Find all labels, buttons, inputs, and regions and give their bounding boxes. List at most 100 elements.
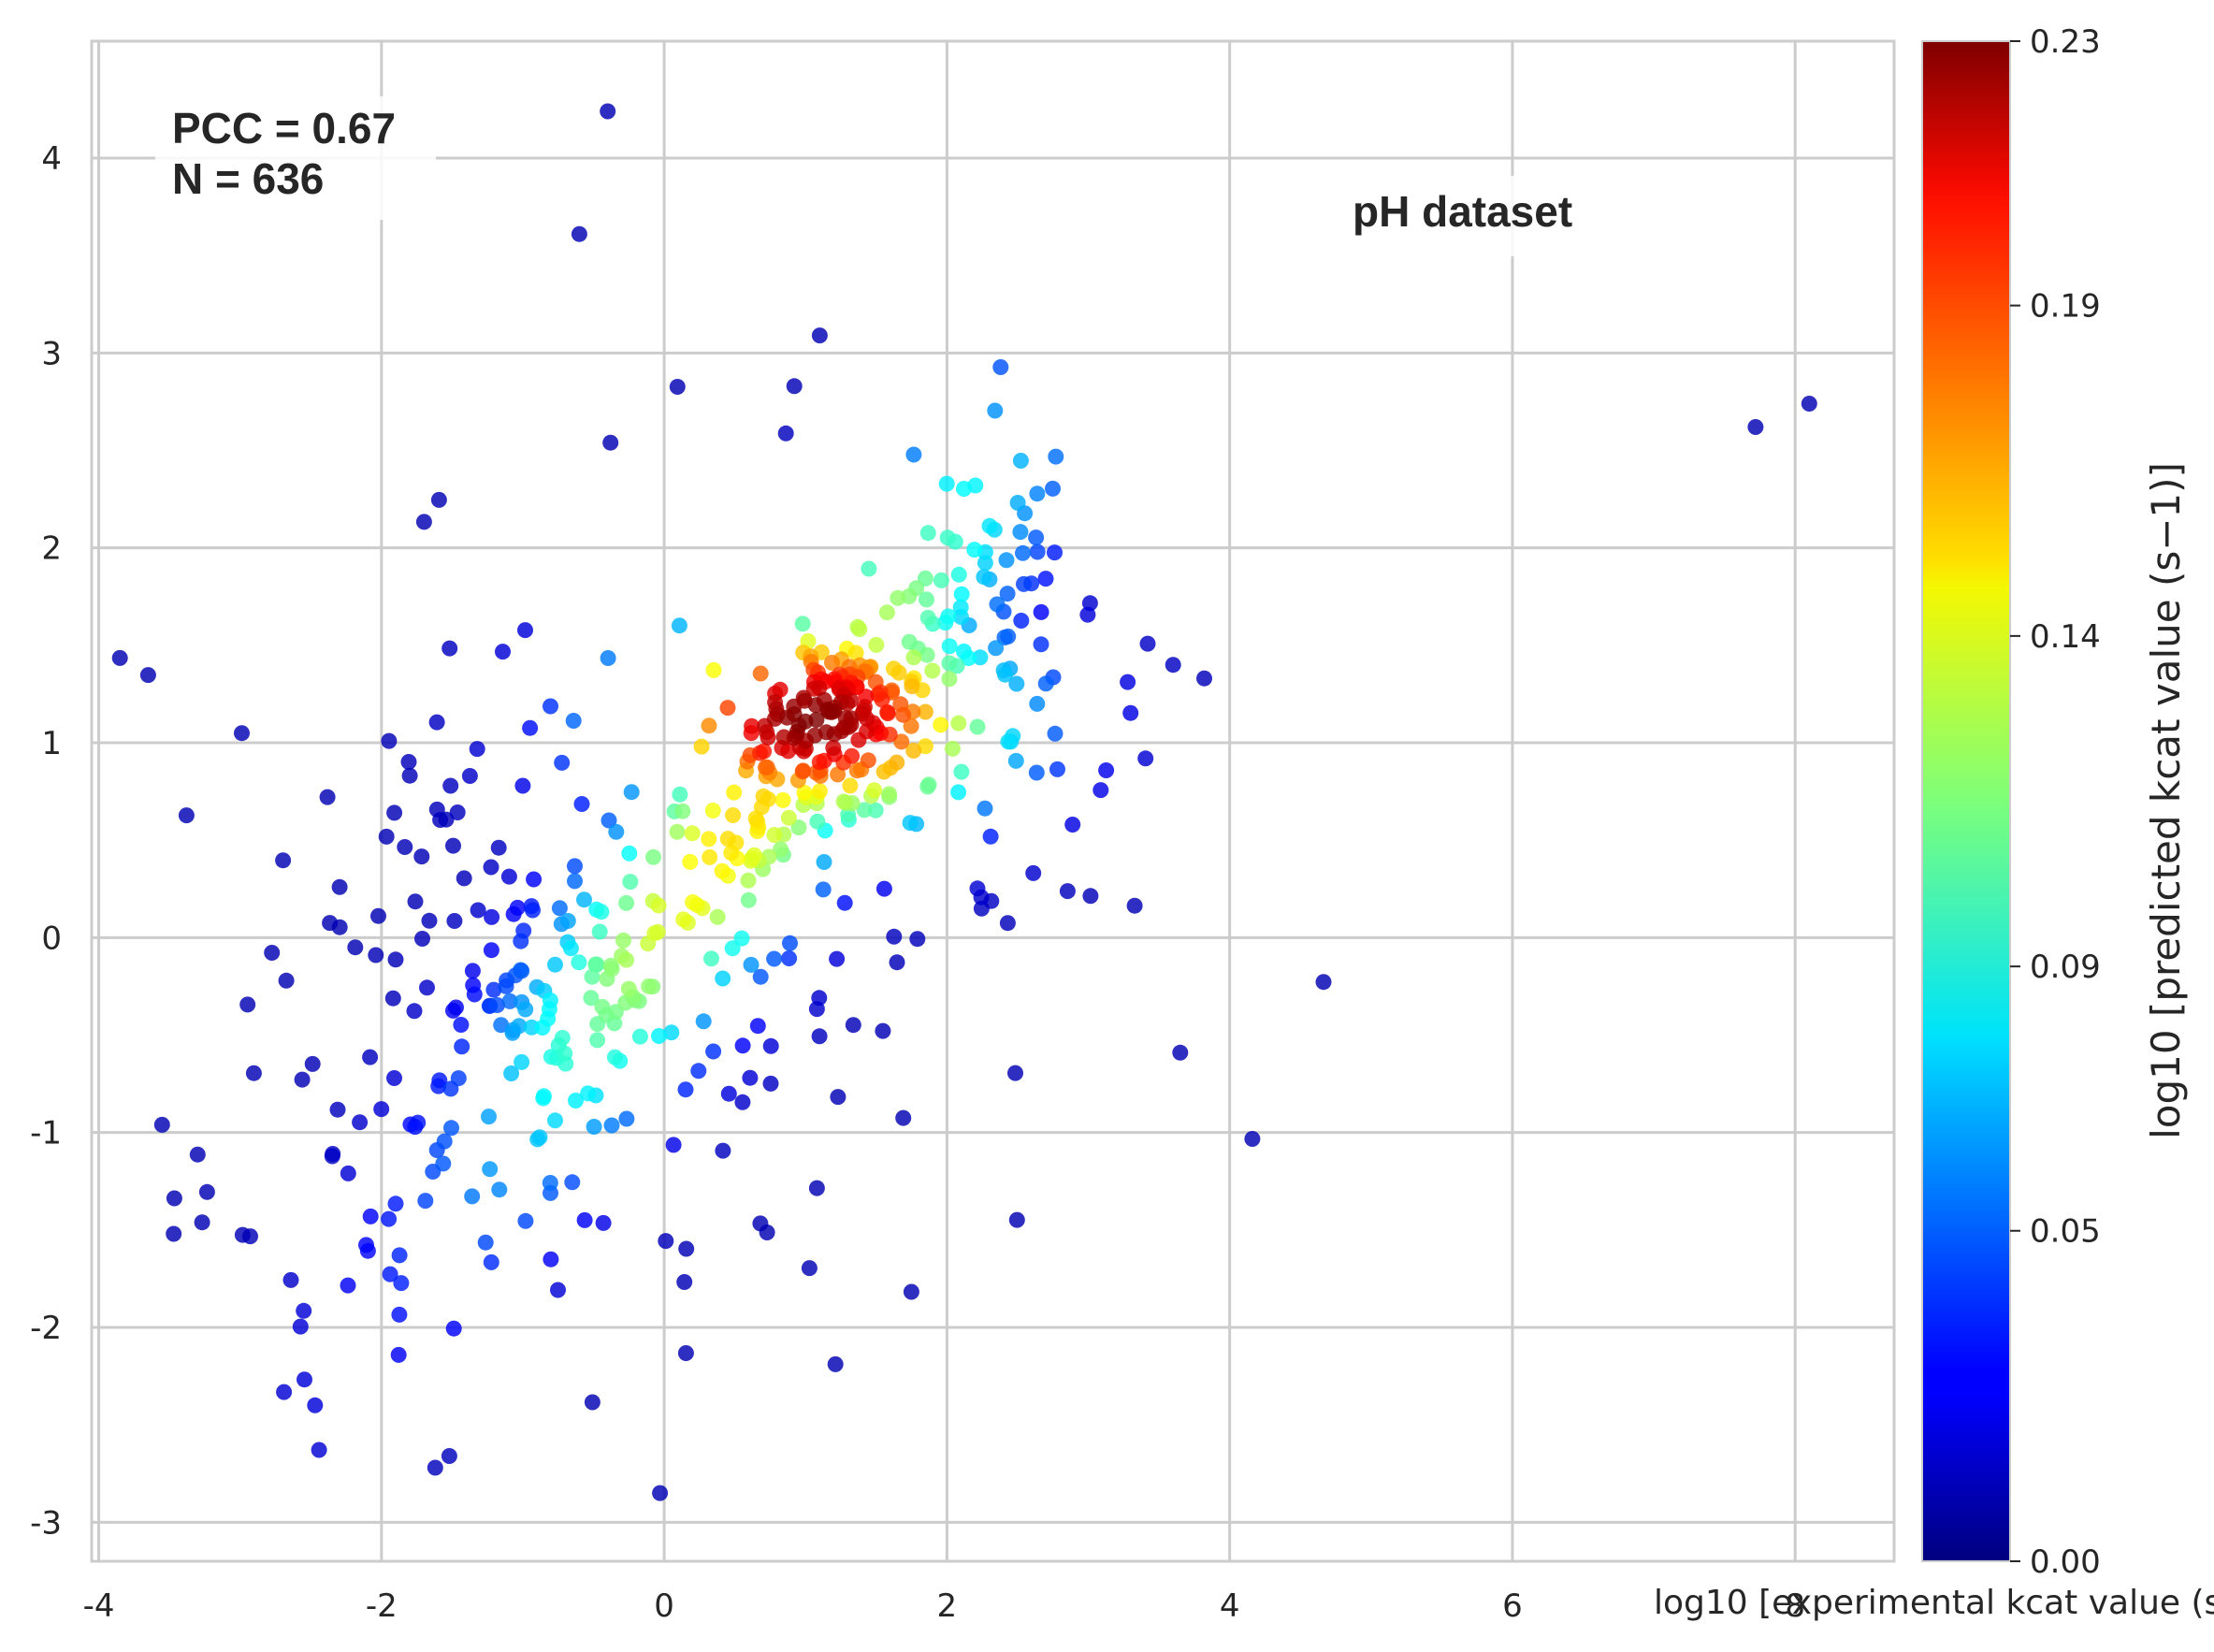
data-point [464,963,481,979]
data-point [837,710,854,727]
data-point [401,767,418,784]
data-point [665,1137,682,1153]
data-point [815,881,832,898]
data-point [446,913,463,929]
data-point [547,1112,563,1129]
data-point [1120,674,1136,690]
data-point [491,1181,508,1198]
data-point [886,928,903,945]
data-point [493,1017,510,1034]
data-point [649,923,666,940]
data-point [542,1175,558,1191]
data-point [483,942,499,959]
data-point [1049,761,1065,777]
data-point [902,815,919,832]
data-point [845,1017,861,1034]
data-point [390,1346,407,1363]
data-point [714,862,731,879]
data-point [734,1037,751,1054]
data-points [111,103,1817,1501]
data-point [669,823,686,840]
data-point [543,698,558,715]
x-tick-labels: -4 -2 0 2 4 6 8 [83,1587,1805,1625]
data-point [976,569,992,586]
data-point [878,604,895,621]
data-point [513,933,529,949]
data-point [851,621,868,638]
data-point [482,1161,499,1178]
data-point [618,1110,635,1127]
data-point [1048,448,1064,465]
data-point [901,633,918,650]
data-point [557,1045,573,1062]
data-point [744,717,760,734]
data-point [1747,419,1764,435]
colorbar-tick-labels: 0.00 0.05 0.09 0.14 0.19 0.23 [2010,23,2101,1581]
data-point [867,802,884,819]
data-point [485,981,502,998]
data-point [715,970,731,987]
data-point [430,1078,447,1094]
data-point [543,1251,559,1268]
data-point [672,786,688,803]
data-point [938,475,955,492]
data-point [740,872,757,889]
data-point [818,724,834,741]
data-point [796,784,813,801]
data-point [830,1089,847,1106]
data-point [917,703,933,720]
data-point [340,1277,356,1294]
x-tick-label-1: -2 [366,1587,398,1625]
data-point [1244,1131,1261,1147]
data-point [194,1214,210,1231]
data-point [703,950,719,967]
data-point [435,1155,452,1172]
colorbar-tick-label-5: 0.23 [2030,23,2101,61]
data-point [564,1174,581,1191]
data-point [600,650,616,666]
data-point [603,1117,620,1134]
data-point [410,1114,427,1131]
data-point [386,1070,402,1086]
data-point [297,1371,312,1388]
data-point [875,1022,891,1039]
data-point [340,1165,356,1181]
data-point [441,640,458,657]
data-point [382,1266,398,1282]
data-point [419,979,435,996]
data-point [997,666,1013,683]
data-point [550,1282,566,1298]
data-point [368,947,384,964]
data-point [1008,1211,1025,1228]
data-point [889,754,905,771]
data-point [766,827,783,843]
data-point [801,1260,818,1277]
data-point [178,807,195,824]
x-tick-label-3: 2 [937,1587,958,1625]
y-tick-label-5: 2 [41,530,62,568]
pcc-annotation: PCC = 0.67 [172,104,396,152]
n-annotation: N = 636 [172,154,324,203]
data-point [554,754,571,771]
data-point [725,807,742,823]
data-point [576,1211,593,1228]
data-point [589,1032,606,1049]
data-point [359,1242,376,1259]
data-point [859,723,875,740]
data-point [139,667,156,684]
data-point [780,809,797,826]
data-point [701,717,717,734]
data-point [866,782,883,799]
data-point [559,913,576,929]
data-point [489,997,505,1013]
data-point [1315,974,1332,991]
data-point [808,712,825,728]
data-point [526,871,543,888]
data-point [695,1013,712,1030]
data-point [937,615,954,631]
data-point [726,784,743,801]
data-point [631,1028,648,1045]
data-point [969,880,986,897]
data-point [1000,733,1017,750]
